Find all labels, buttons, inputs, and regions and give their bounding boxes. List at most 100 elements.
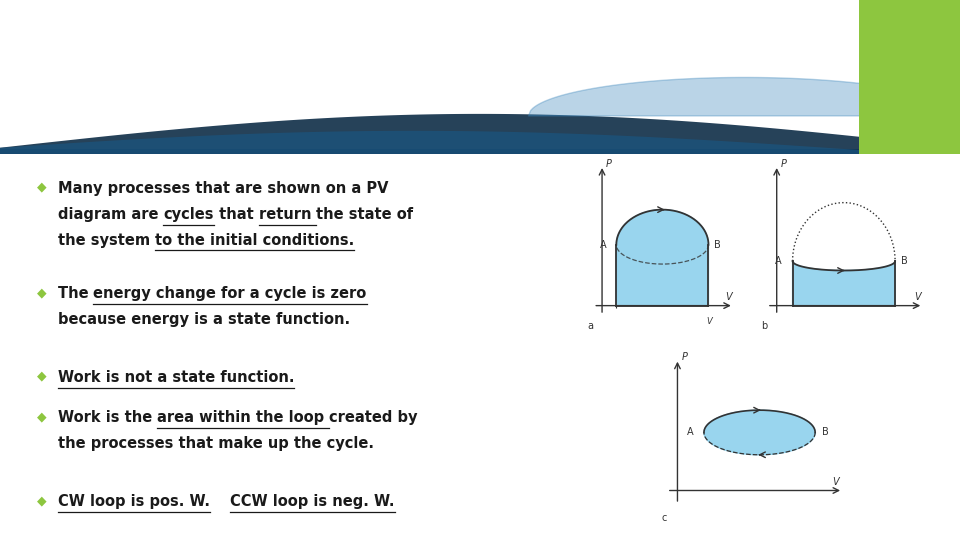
Text: V: V [832,477,839,487]
Polygon shape [0,150,960,152]
Polygon shape [0,114,960,154]
Text: The: The [58,286,93,301]
Text: ◆: ◆ [36,286,46,299]
Polygon shape [0,150,960,152]
Polygon shape [0,150,960,152]
Text: return: return [258,207,316,222]
Polygon shape [0,150,960,152]
Text: ◆: ◆ [36,410,46,423]
Polygon shape [0,150,960,153]
Text: CW loop is pos. W.: CW loop is pos. W. [58,494,209,509]
Text: B: B [901,256,908,266]
Text: Many processes that are shown on a PV: Many processes that are shown on a PV [58,181,388,196]
Polygon shape [0,150,960,152]
Polygon shape [0,150,960,152]
Polygon shape [0,150,960,152]
Polygon shape [0,151,960,153]
Polygon shape [0,151,960,153]
Polygon shape [0,151,960,153]
Text: energy change for a cycle is zero: energy change for a cycle is zero [93,286,367,301]
Polygon shape [859,0,960,154]
Polygon shape [0,149,960,152]
Polygon shape [0,151,960,153]
Polygon shape [0,151,960,154]
Polygon shape [0,151,960,154]
Text: the system: the system [58,233,155,248]
Text: the processes that make up the cycle.: the processes that make up the cycle. [58,436,373,451]
Polygon shape [0,149,960,152]
Polygon shape [0,149,960,152]
Polygon shape [0,149,960,151]
Text: Work is the: Work is the [58,410,157,426]
Polygon shape [0,151,960,153]
Polygon shape [0,150,960,152]
Text: V: V [914,292,921,302]
Polygon shape [0,150,960,153]
Text: CCW loop is neg. W.: CCW loop is neg. W. [230,494,395,509]
Polygon shape [0,149,960,152]
Text: diagram are: diagram are [58,207,163,222]
Polygon shape [0,150,960,152]
Text: V: V [725,292,732,302]
Polygon shape [0,150,960,153]
Polygon shape [616,210,708,306]
Text: to the initial conditions.: to the initial conditions. [155,233,354,248]
Polygon shape [0,149,960,152]
Polygon shape [0,151,960,153]
Polygon shape [0,150,960,152]
Text: A: A [775,256,781,266]
Text: P: P [780,159,786,168]
Polygon shape [0,151,960,154]
Text: V: V [707,318,712,326]
Polygon shape [0,150,960,153]
Text: b: b [761,321,767,331]
Text: that: that [214,207,258,222]
Text: Work done for a PV diagram cycle: Work done for a PV diagram cycle [53,60,547,88]
Text: P: P [606,159,612,168]
Polygon shape [0,151,960,154]
Text: B: B [714,240,721,250]
Polygon shape [0,150,960,152]
Polygon shape [0,150,960,152]
Polygon shape [0,149,960,152]
Text: A: A [686,428,693,437]
Polygon shape [0,149,960,151]
Polygon shape [0,151,960,154]
Text: ◆: ◆ [36,494,46,507]
Polygon shape [0,150,960,153]
Text: P: P [682,352,687,362]
Polygon shape [0,150,960,153]
Polygon shape [0,149,960,152]
Text: a: a [588,321,594,331]
Polygon shape [0,131,960,157]
Text: Work is not a state function.: Work is not a state function. [58,370,294,385]
Text: c: c [661,513,667,523]
Polygon shape [0,149,960,151]
Text: the state of: the state of [316,207,414,222]
Polygon shape [0,151,960,153]
Text: cycles: cycles [163,207,214,222]
Polygon shape [0,149,960,152]
Polygon shape [0,151,960,153]
Text: area within the loop: area within the loop [157,410,329,426]
Polygon shape [0,151,960,153]
Polygon shape [0,150,960,152]
Polygon shape [0,150,960,153]
Polygon shape [704,410,815,455]
Polygon shape [0,149,960,152]
Text: because energy is a state function.: because energy is a state function. [58,312,349,327]
Polygon shape [0,150,960,153]
Polygon shape [0,151,960,153]
Polygon shape [0,150,960,152]
Text: B: B [822,428,828,437]
Polygon shape [0,150,960,152]
Polygon shape [793,261,895,306]
Polygon shape [0,151,960,153]
Polygon shape [0,151,960,154]
Text: ◆: ◆ [36,181,46,194]
Polygon shape [0,151,960,154]
Polygon shape [0,151,960,153]
Polygon shape [0,151,960,153]
Polygon shape [0,151,960,153]
Text: ◆: ◆ [36,370,46,383]
